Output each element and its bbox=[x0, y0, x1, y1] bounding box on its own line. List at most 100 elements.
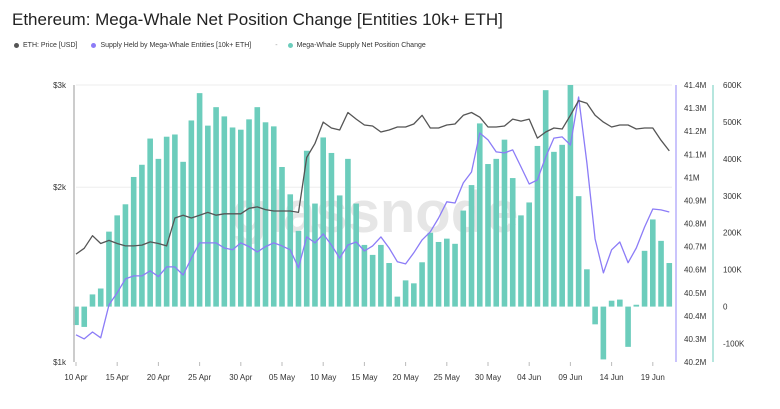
bar-net-change bbox=[155, 158, 162, 307]
supply-axis-tick: 40.9M bbox=[684, 196, 707, 205]
legend-item-price[interactable]: ETH: Price [USD] bbox=[14, 42, 77, 49]
bar-net-change bbox=[196, 93, 203, 307]
bar-net-change bbox=[221, 116, 228, 307]
bar-net-change bbox=[106, 231, 112, 307]
bar-net-change bbox=[270, 126, 277, 307]
bar-net-change bbox=[559, 144, 565, 307]
bar-net-change bbox=[328, 152, 335, 307]
x-axis-tick: 30 Apr bbox=[229, 373, 252, 382]
change-axis-tick: 600K bbox=[723, 81, 742, 90]
legend-item-change[interactable]: - Mega-Whale Supply Net Position Change bbox=[275, 42, 426, 49]
supply-axis-tick: 40.2M bbox=[684, 358, 707, 367]
line-price bbox=[75, 99, 670, 255]
bar-net-change bbox=[476, 123, 483, 307]
left-axis-tick: $3k bbox=[53, 81, 67, 90]
x-axis-tick: 09 Jun bbox=[558, 373, 582, 382]
legend-dot-change bbox=[287, 43, 293, 48]
legend-separator: - bbox=[275, 42, 278, 49]
legend-label: ETH: Price [USD] bbox=[23, 42, 78, 49]
x-axis-tick: 25 Apr bbox=[188, 373, 211, 382]
bar-net-change bbox=[147, 138, 153, 307]
x-axis-tick: 15 Apr bbox=[106, 373, 129, 382]
bar-net-change bbox=[246, 119, 252, 307]
bar-net-change bbox=[584, 269, 590, 307]
bar-net-change bbox=[394, 296, 401, 307]
left-axis-tick: $1k bbox=[53, 358, 67, 367]
x-axis-tick: 10 May bbox=[310, 373, 336, 382]
change-axis-tick: 0 bbox=[723, 303, 728, 312]
x-axis-tick: 05 May bbox=[269, 373, 295, 382]
supply-axis-tick: 40.4M bbox=[684, 312, 707, 321]
change-axis-tick: 200K bbox=[723, 229, 742, 238]
bar-net-change bbox=[336, 195, 343, 307]
bar-net-change bbox=[180, 161, 186, 307]
bar-net-change bbox=[526, 202, 532, 307]
supply-axis-tick: 41.2M bbox=[684, 127, 707, 136]
supply-axis-tick: 41.3M bbox=[684, 104, 707, 113]
bar-net-change bbox=[633, 304, 640, 307]
bar-net-change bbox=[460, 210, 467, 307]
bar-net-change bbox=[534, 145, 541, 307]
bar-net-change bbox=[658, 240, 664, 307]
bar-net-change bbox=[73, 306, 79, 326]
bar-net-change bbox=[625, 306, 631, 347]
bar-net-change bbox=[402, 280, 409, 307]
bar-net-change bbox=[320, 137, 326, 307]
bar-net-change bbox=[641, 250, 648, 307]
legend-label: Mega-Whale Supply Net Position Change bbox=[296, 42, 426, 49]
supply-axis-tick: 40.5M bbox=[684, 289, 707, 298]
legend-label: Supply Held by Mega-Whale Entities [10k+… bbox=[100, 42, 252, 49]
bar-net-change bbox=[608, 300, 615, 307]
x-axis-tick: 20 May bbox=[392, 373, 418, 382]
bar-net-change bbox=[567, 85, 574, 307]
bar-net-change bbox=[444, 238, 450, 307]
bar-net-change bbox=[378, 244, 384, 307]
bar-net-change bbox=[485, 164, 491, 307]
supply-axis-tick: 41.1M bbox=[684, 150, 707, 159]
x-axis-tick: 20 Apr bbox=[147, 373, 170, 382]
chart-title: Ethereum: Mega-Whale Net Position Change… bbox=[12, 10, 503, 29]
x-axis-tick: 25 May bbox=[434, 373, 460, 382]
bar-net-change bbox=[114, 215, 120, 307]
supply-axis-tick: 40.3M bbox=[684, 335, 707, 344]
bar-net-change bbox=[229, 127, 236, 307]
bar-net-change bbox=[188, 120, 195, 307]
bar-net-change bbox=[172, 134, 178, 307]
bar-net-change bbox=[650, 219, 656, 307]
x-axis-tick: 04 Jun bbox=[517, 373, 541, 382]
change-axis-tick: 400K bbox=[723, 155, 742, 164]
bar-net-change bbox=[435, 241, 442, 307]
bar-net-change bbox=[238, 129, 244, 307]
supply-axis-tick: 41M bbox=[684, 173, 700, 182]
bar-net-change bbox=[386, 263, 392, 307]
bar-net-change bbox=[419, 262, 425, 307]
change-axis-tick: -100K bbox=[723, 340, 745, 349]
change-axis-tick: 100K bbox=[723, 266, 742, 275]
bar-net-change bbox=[501, 139, 508, 307]
bar-net-change bbox=[617, 299, 623, 307]
bar-net-change bbox=[411, 283, 417, 307]
change-axis-tick: 300K bbox=[723, 192, 742, 201]
supply-axis-tick: 40.7M bbox=[684, 243, 707, 252]
bar-net-change bbox=[600, 306, 607, 360]
bar-net-change bbox=[279, 166, 285, 307]
legend-item-supply[interactable]: Supply Held by Mega-Whale Entities [10k+… bbox=[91, 42, 251, 49]
supply-axis-tick: 40.8M bbox=[684, 220, 707, 229]
bar-net-change bbox=[345, 158, 351, 307]
bar-net-change bbox=[97, 288, 104, 307]
bar-net-change bbox=[163, 136, 170, 307]
bar-net-change bbox=[542, 90, 549, 307]
bar-net-change bbox=[666, 263, 673, 307]
bar-net-change bbox=[427, 232, 434, 307]
supply-axis-tick: 41.4M bbox=[684, 81, 707, 90]
bar-net-change bbox=[592, 306, 598, 325]
bar-net-change bbox=[509, 178, 516, 307]
x-axis-tick: 10 Apr bbox=[64, 373, 87, 382]
x-axis-tick: 15 May bbox=[351, 373, 377, 382]
bar-net-change bbox=[262, 122, 269, 307]
bar-net-change bbox=[81, 306, 88, 327]
legend-dot-supply bbox=[91, 43, 97, 48]
bar-net-change bbox=[122, 204, 129, 307]
